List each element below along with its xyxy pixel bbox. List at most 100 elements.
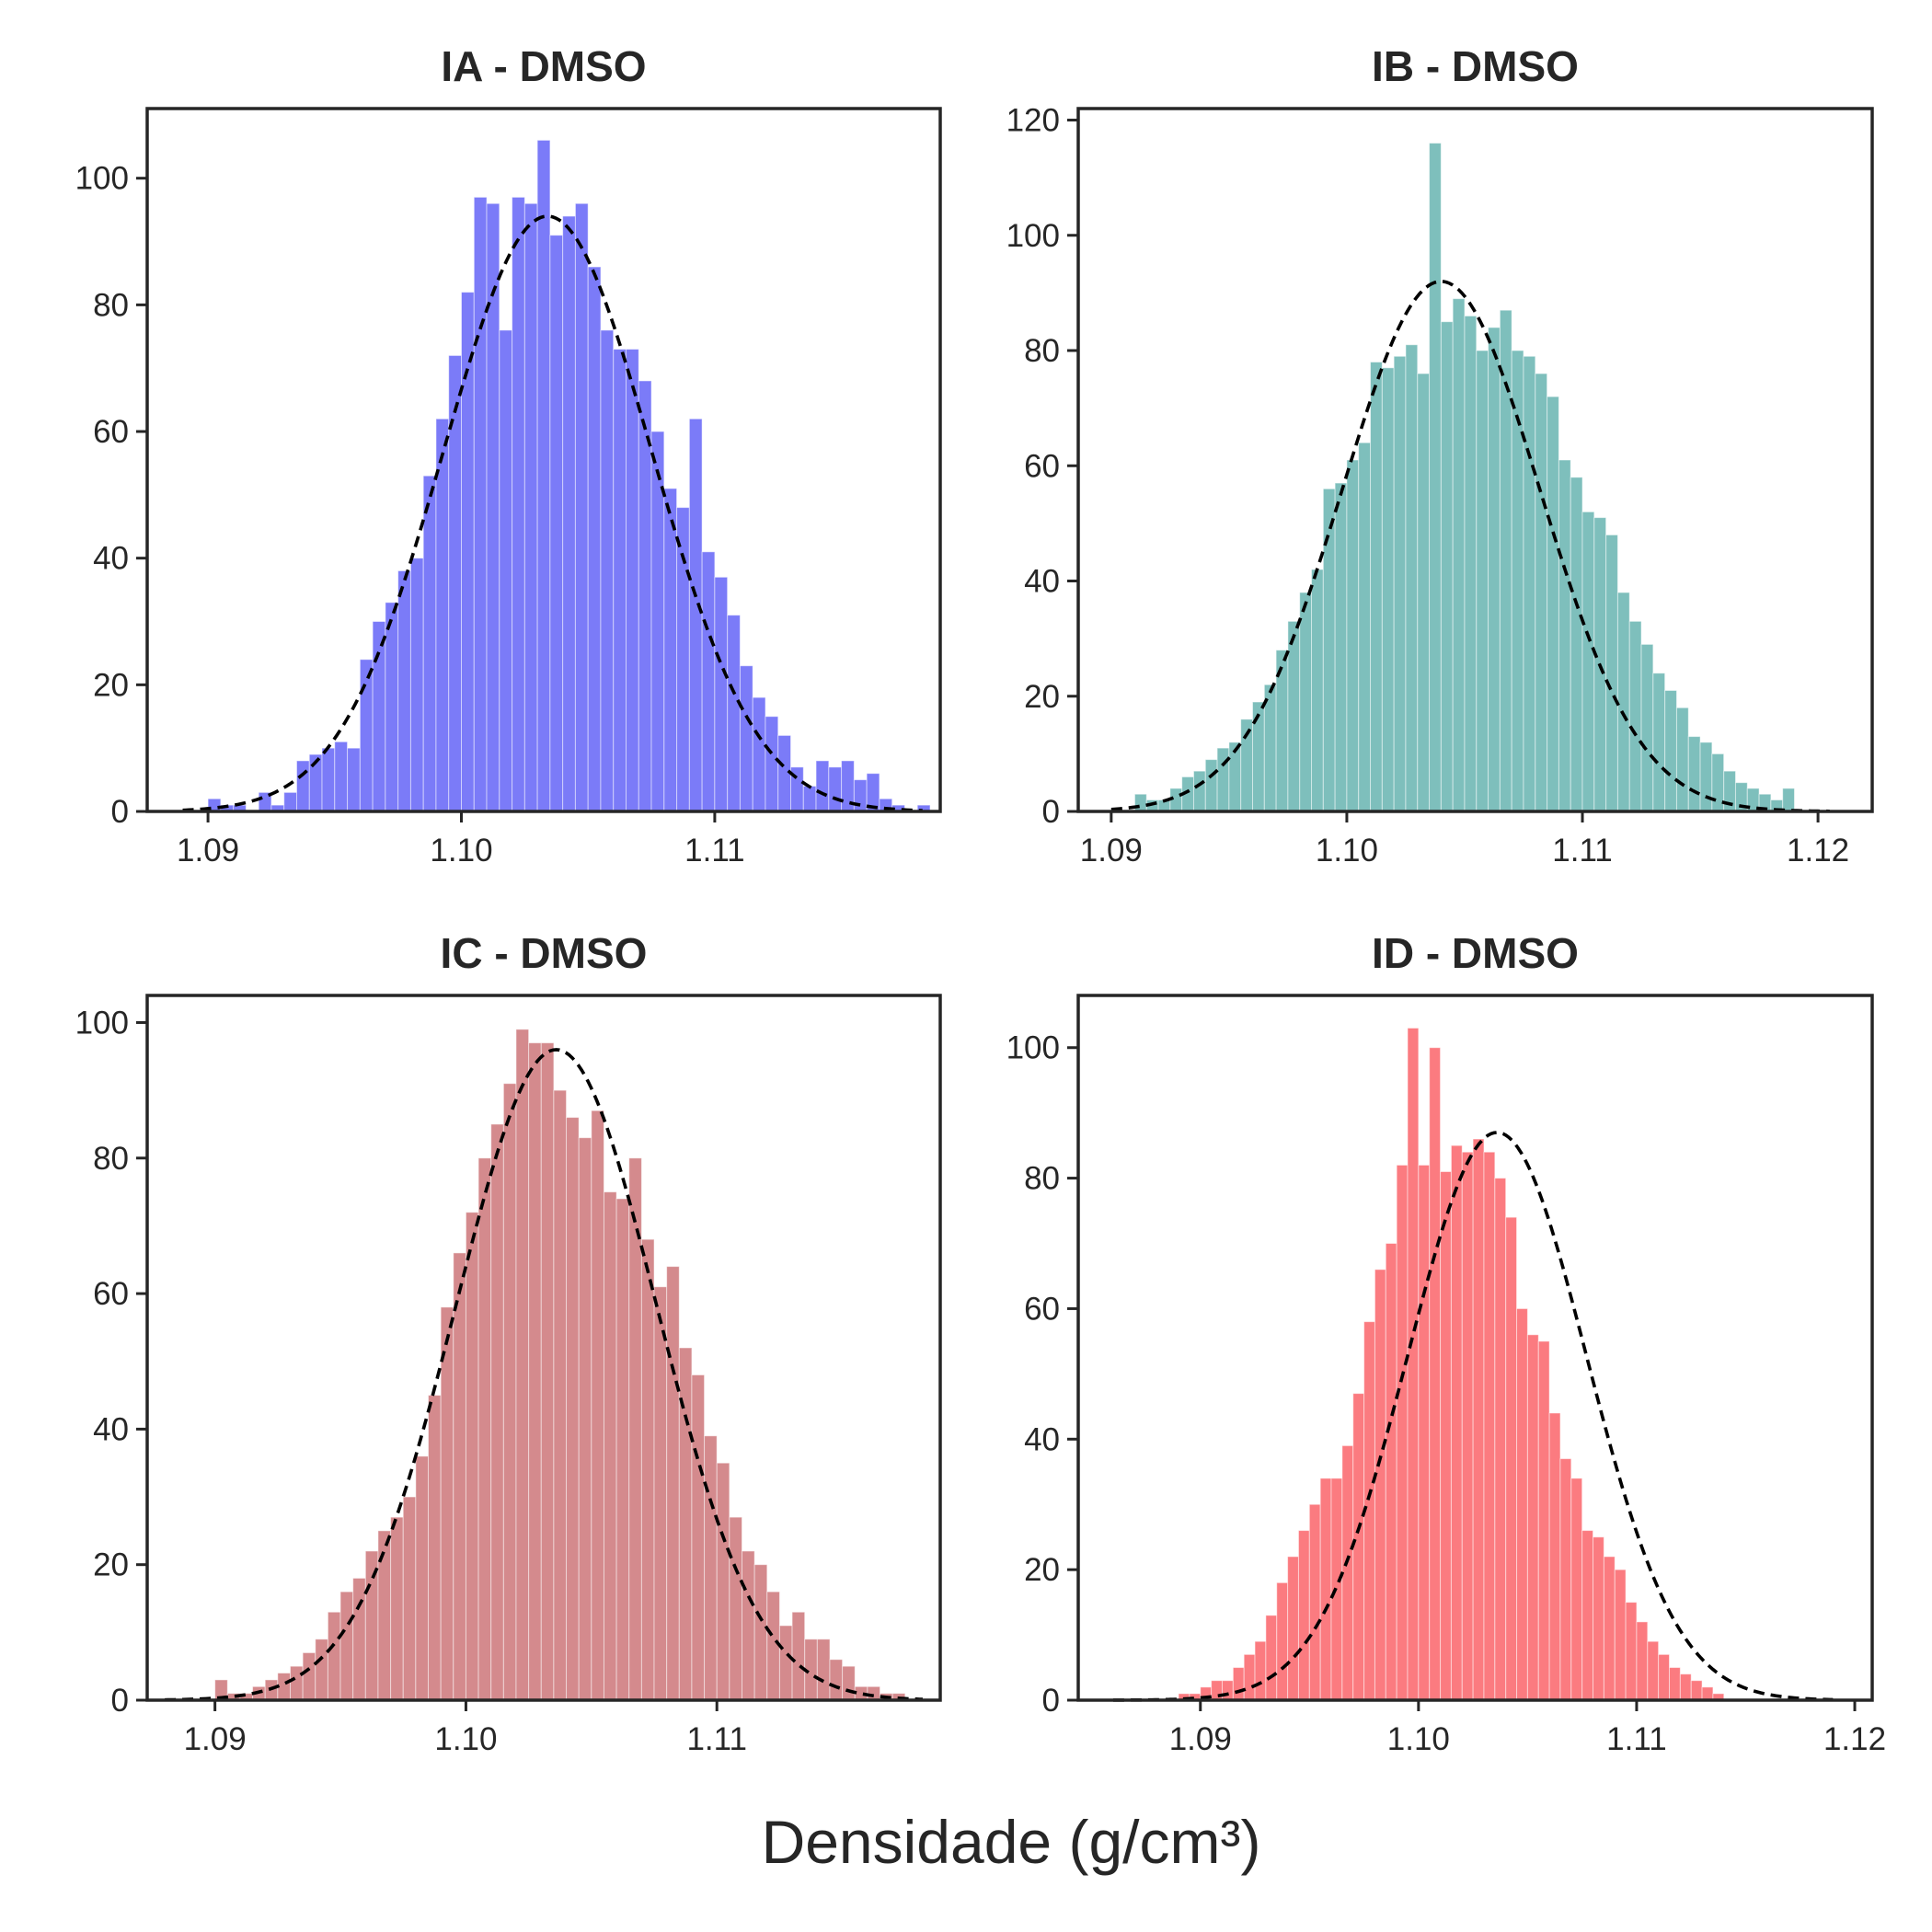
histogram-bar (615, 1198, 630, 1701)
histogram-bar (574, 202, 589, 812)
histogram-bar (867, 1685, 881, 1701)
histogram-bar (1334, 482, 1348, 812)
histogram-bar (1559, 1458, 1572, 1701)
histogram-bar (701, 551, 716, 812)
normal-fit-curve (165, 1048, 923, 1702)
histogram-bar (603, 1191, 617, 1701)
histogram-bar (1287, 620, 1301, 812)
y-tick-label: 80 (1024, 333, 1060, 369)
x-tick-label: 1.11 (1552, 833, 1613, 868)
y-tick-label: 100 (75, 1005, 129, 1041)
histogram-panel-2: 1.09 1.10 1.11 1.12 0 20 40 60 80 100 120 IB - DMSO (1006, 42, 1874, 868)
histogram-bar (1570, 477, 1583, 812)
histogram-bar (528, 1042, 542, 1701)
histogram-bar (1276, 1581, 1289, 1701)
histogram-bar (289, 1665, 304, 1701)
histogram-bar (742, 1550, 755, 1701)
histogram-bar (663, 488, 678, 812)
histogram-bar (791, 1611, 806, 1701)
histogram-bar (1537, 1340, 1550, 1701)
histogram-bar (566, 1117, 580, 1701)
histogram-bar (578, 1137, 592, 1701)
histogram-bar (553, 1089, 568, 1701)
y-tick-label: 20 (1024, 1552, 1060, 1588)
axes-frame (145, 994, 942, 1702)
x-tick-label: 1.09 (177, 833, 239, 868)
panel-title: IC - DMSO (441, 929, 648, 977)
histogram-bar (613, 349, 627, 812)
histogram-bar (1614, 1569, 1627, 1701)
histogram-bar (1452, 298, 1466, 812)
histogram-bar (1232, 1667, 1245, 1701)
histogram-bar (409, 558, 424, 812)
histogram-bar (816, 1639, 831, 1701)
histogram-bar (1581, 1530, 1594, 1701)
histogram-bar (1192, 770, 1206, 812)
histogram-bar (1675, 707, 1689, 812)
histogram-panel-3: 1.09 1.10 1.11 0 20 40 60 80 100 IC - DMSO (75, 929, 942, 1757)
panels-group: 1.09 1.10 1.11 0 20 40 60 80 100 IA - DMSO 1.09 1.1… (75, 42, 1887, 1757)
histogram-bar (1299, 592, 1313, 812)
histogram-bar (1488, 327, 1501, 812)
histogram-bar (691, 1374, 706, 1701)
histogram-bar (1211, 1680, 1223, 1701)
histogram-bar (549, 235, 564, 812)
x-tick-label: 1.10 (1316, 833, 1378, 868)
histogram-bar (1417, 373, 1431, 812)
histogram-bar (766, 1591, 780, 1701)
histogram-bar (1216, 747, 1230, 812)
y-tick-label: 0 (1042, 794, 1060, 830)
histogram-bar (1440, 321, 1454, 812)
histogram-bar (283, 791, 297, 812)
histogram-bar (778, 1625, 793, 1701)
histogram-bar (1701, 1686, 1714, 1701)
y-tick-label: 20 (1024, 679, 1060, 715)
y-tick-label: 40 (1024, 564, 1060, 600)
histogram-bar (372, 621, 386, 812)
y-tick-label: 80 (93, 287, 129, 323)
histogram-bar (716, 1462, 730, 1701)
histogram-bar (1221, 1680, 1234, 1701)
panel-title: IB - DMSO (1372, 42, 1579, 90)
histogram-bar (1393, 355, 1407, 812)
histogram-bar (1254, 1640, 1267, 1701)
histogram-bar (1319, 1478, 1332, 1701)
histogram-bar (435, 418, 450, 812)
histogram-bar (277, 1673, 291, 1701)
y-tick-label: 100 (1006, 218, 1060, 254)
histogram-bar (1133, 793, 1147, 812)
x-tick-label: 1.11 (1606, 1721, 1667, 1757)
histogram-bar (499, 329, 513, 812)
x-tick-label: 1.10 (1387, 1721, 1450, 1757)
histogram-bar (352, 1577, 366, 1701)
histogram-bar (1450, 1144, 1463, 1701)
y-tick-label: 20 (93, 667, 129, 703)
histogram-bar (1505, 1216, 1518, 1701)
histogram-bar (1429, 1047, 1442, 1701)
histogram-bar (1640, 643, 1654, 812)
histogram-bar (1628, 620, 1642, 812)
histogram-bar (1405, 344, 1419, 812)
histogram-bar (390, 1516, 404, 1701)
y-tick-label: 120 (1006, 103, 1060, 139)
histogram-bar (1440, 1171, 1452, 1701)
histogram-bar (1381, 367, 1395, 812)
histogram-bar (397, 569, 411, 812)
histogram-bar (653, 1286, 668, 1701)
histogram-bar (377, 1530, 392, 1701)
histogram-bar (1204, 759, 1218, 812)
histogram-bar (1287, 1556, 1299, 1701)
histogram-bar (1461, 1151, 1474, 1701)
x-tick-label: 1.09 (1080, 833, 1143, 868)
histogram-bar (1352, 1393, 1365, 1701)
histogram-bar (600, 329, 615, 812)
histogram-bar (752, 696, 766, 812)
histogram-bar (385, 602, 399, 812)
histogram-bar (1647, 1640, 1660, 1701)
histogram-bar (502, 1083, 517, 1701)
normal-fit-curve (182, 214, 923, 812)
histogram-bar (1664, 689, 1677, 812)
histogram-bar (1603, 1556, 1616, 1701)
histogram-bar (1690, 1680, 1703, 1701)
